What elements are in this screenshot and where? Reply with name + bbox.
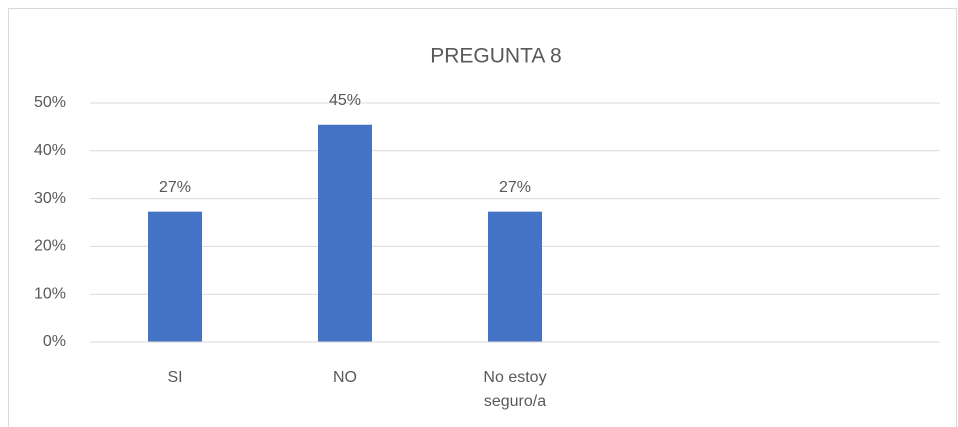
x-tick-label: No estoy seguro/a xyxy=(483,369,547,410)
y-tick-label: 0% xyxy=(43,333,66,350)
data-label: 27% xyxy=(159,179,191,196)
bar xyxy=(488,211,542,342)
y-tick-label: 10% xyxy=(34,285,66,302)
chart-title: PREGUNTA 8 xyxy=(430,45,561,68)
x-tick-label: NO xyxy=(333,369,357,386)
data-label: 27% xyxy=(499,179,531,196)
y-tick-label: 50% xyxy=(34,94,66,111)
bar xyxy=(318,124,372,343)
y-tick-label: 20% xyxy=(34,238,66,255)
y-tick-label: 40% xyxy=(34,142,66,159)
x-tick-label: SI xyxy=(167,369,183,386)
data-label: 45% xyxy=(329,92,361,109)
y-tick-label: 30% xyxy=(34,190,66,207)
chart-frame xyxy=(8,8,957,427)
bar xyxy=(148,211,202,342)
